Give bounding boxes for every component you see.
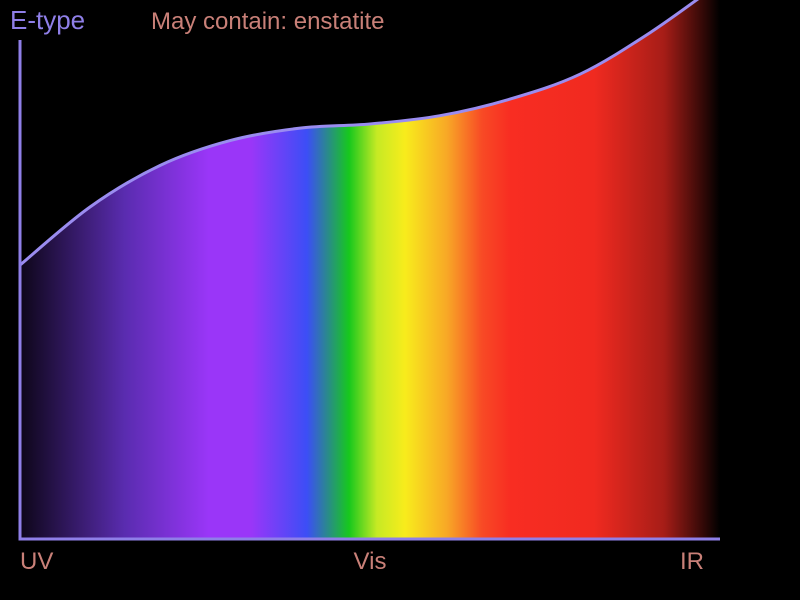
chart-title: E-type — [10, 5, 85, 35]
chart-subtitle: May contain: enstatite — [151, 8, 384, 35]
series-line — [19, 0, 700, 267]
x-tick-label-vis: Vis — [354, 548, 387, 575]
x-tick-label-ir: IR — [680, 548, 704, 575]
spectrum-area — [20, 0, 720, 539]
x-tick-label-uv: UV — [20, 548, 53, 575]
x-tick-labels: UV Vis IR — [20, 548, 704, 575]
